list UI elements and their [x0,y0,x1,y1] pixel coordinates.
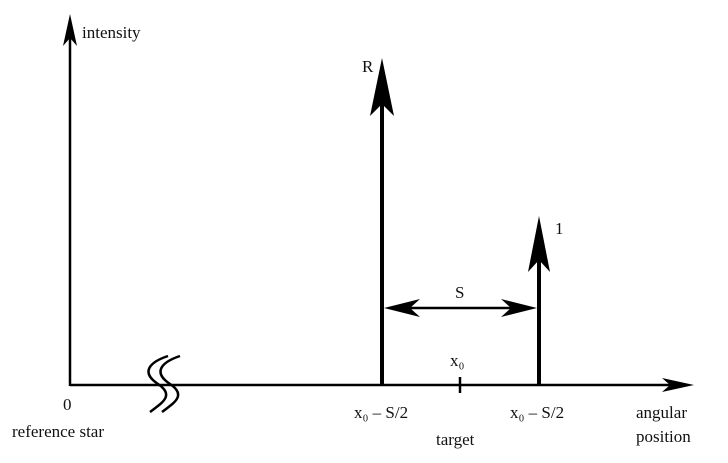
peak-1-arrow [528,216,550,272]
peak-label: R [362,57,374,76]
origin-caption: reference star [12,422,104,441]
x-axis-label: position [636,427,691,446]
axis-break [147,354,169,413]
y-axis-arrow [63,14,77,46]
separation-arrow [501,299,537,317]
separation-arrow [384,299,420,317]
x-axis-arrow [662,378,694,392]
separation-label: S [455,283,464,302]
target-label: x₀ [450,351,465,370]
peak-position: x₀ – S/2 [354,403,408,422]
y-axis-label: intensity [82,23,141,42]
origin-label: 0 [63,395,72,414]
peak-label: 1 [555,219,564,238]
peak-position: x₀ – S/2 [510,403,564,422]
target-caption: target [436,430,475,449]
peak-r-arrow [370,58,394,116]
x-axis-label: angular [636,403,687,422]
axis-break [159,354,181,413]
